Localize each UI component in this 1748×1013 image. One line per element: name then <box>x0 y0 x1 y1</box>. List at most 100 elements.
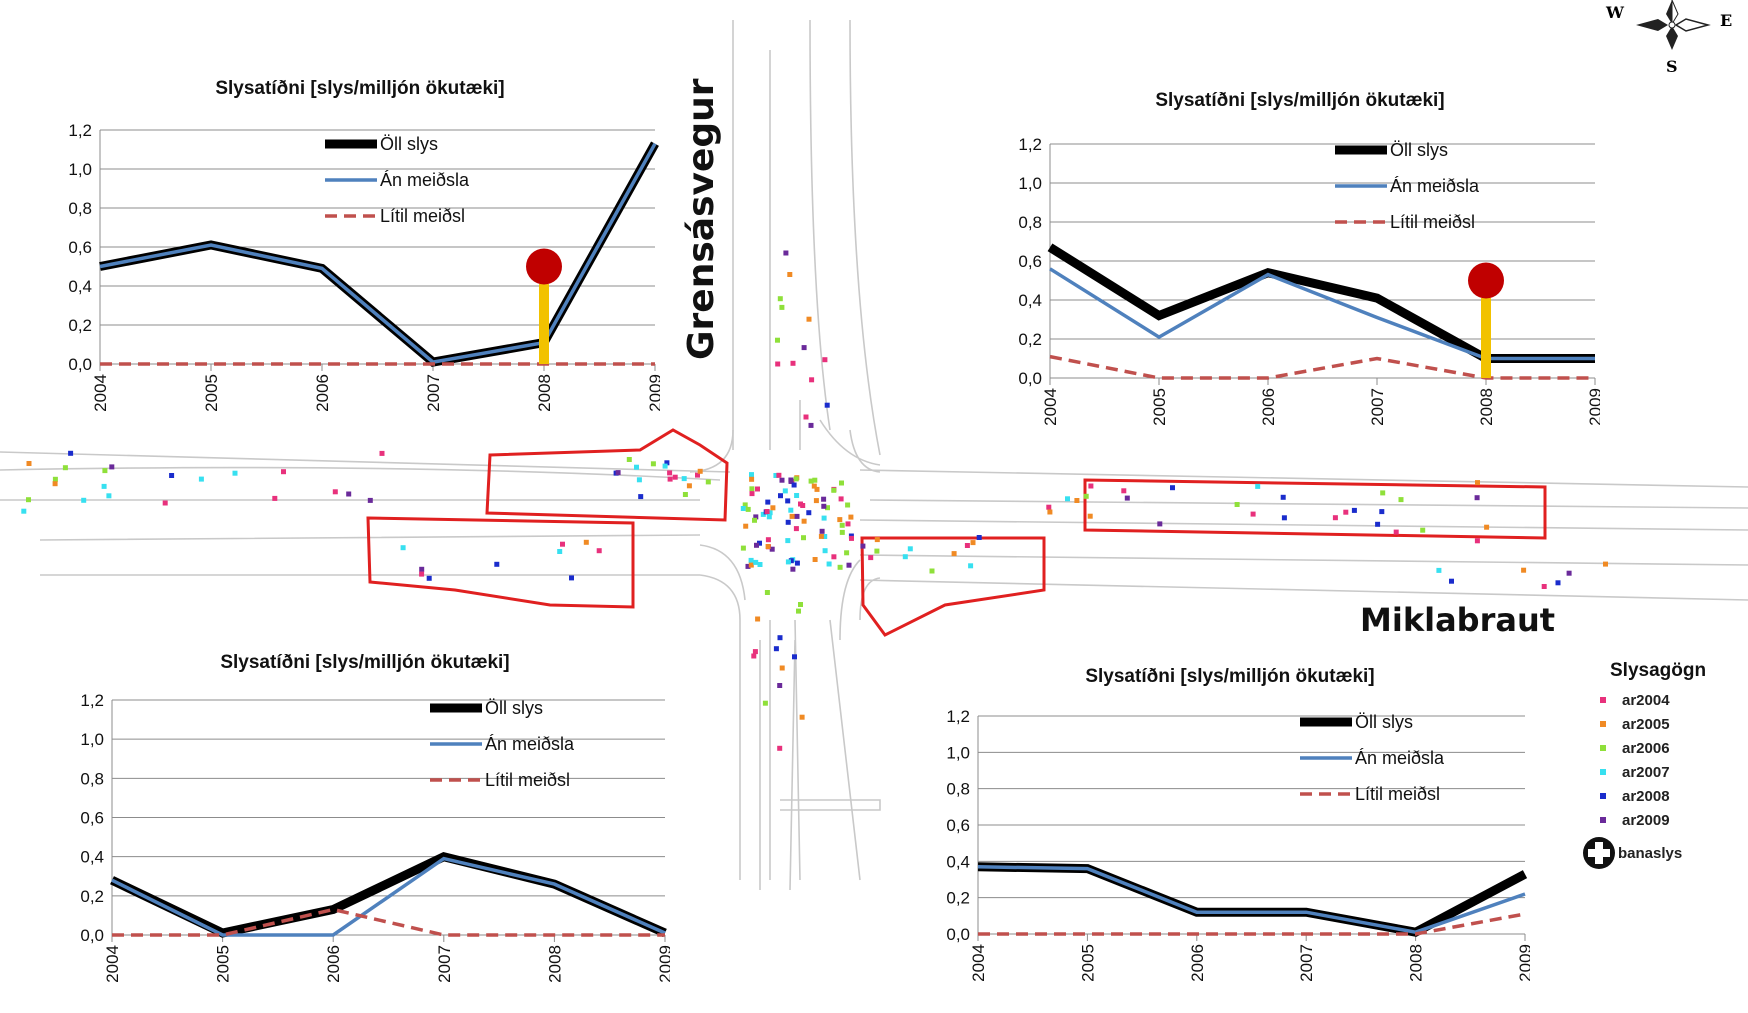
accident-dot <box>783 250 789 256</box>
accident-dot <box>1449 578 1454 584</box>
y-tick-label: 1,2 <box>68 121 92 140</box>
accident-dot <box>686 483 692 489</box>
x-tick-label: 2006 <box>1259 388 1278 426</box>
accident-dot <box>790 360 796 366</box>
accident-dot <box>767 510 773 516</box>
accident-dot <box>26 497 31 503</box>
accident-dot <box>845 502 851 508</box>
accident-dot <box>826 561 832 567</box>
accident-dot <box>806 316 812 322</box>
accident-dot <box>976 535 982 540</box>
legend-series-label: Öll slys <box>485 698 543 718</box>
accident-dot <box>818 533 824 539</box>
y-tick-label: 0,8 <box>68 199 92 218</box>
accident-dot <box>849 535 854 541</box>
legend-label: ar2005 <box>1622 715 1670 733</box>
legend-swatch <box>1600 769 1606 775</box>
accident-dot <box>951 551 957 557</box>
accident-dot <box>764 509 770 514</box>
accident-dot <box>81 497 87 503</box>
accident-dot <box>740 506 746 511</box>
accident-dot <box>838 496 844 502</box>
accident-dot <box>831 554 837 560</box>
accident-dot <box>839 522 845 528</box>
accident-dot <box>1121 488 1127 494</box>
accident-dot <box>782 488 788 494</box>
accident-dot <box>794 493 800 498</box>
accident-dot <box>740 545 746 551</box>
accident-dot <box>1087 513 1093 519</box>
grensasvegur-label: Grensásvegur <box>681 78 722 360</box>
y-tick-label: 0,8 <box>946 780 970 799</box>
series-line-litil-meidsl <box>1049 354 1595 380</box>
accident-dot <box>812 477 818 483</box>
hotspot-areas <box>366 428 1547 637</box>
accident-dot <box>770 505 776 511</box>
legend-series-label: Án meiðsla <box>485 734 575 754</box>
accident-dot <box>1281 515 1287 521</box>
accident-dot <box>837 517 843 523</box>
accident-dot <box>825 505 830 511</box>
series-line-an-meidsla <box>977 865 1526 935</box>
x-tick-label: 2004 <box>103 945 122 983</box>
accident-dot <box>26 461 32 466</box>
accident-dot <box>799 714 805 720</box>
chart-southeast: Slysatíðni [slys/milljón ökutæki] 0,0 0,2 0… <box>946 666 1530 982</box>
x-tick-label: 2009 <box>1586 388 1600 426</box>
accident-dot <box>682 492 688 497</box>
accident-dot <box>1474 538 1480 544</box>
accident-dot <box>773 473 779 478</box>
accident-dot <box>822 357 828 363</box>
x-tick-label: 2005 <box>202 374 221 412</box>
accident-dot <box>765 544 771 549</box>
accident-dot <box>1393 529 1399 535</box>
accident-dot <box>789 513 795 519</box>
accident-dot <box>332 489 338 495</box>
accident-dot <box>785 559 791 565</box>
x-tick-label: 2006 <box>324 945 343 983</box>
accident-dot <box>775 361 781 367</box>
x-tick-label: 2008 <box>545 945 564 983</box>
accident-dot <box>822 548 828 554</box>
accident-dot <box>1255 483 1261 489</box>
accident-dot <box>777 745 783 751</box>
accident-dot <box>757 540 762 546</box>
accident-dot <box>162 500 168 506</box>
legend-series-label: Lítil meiðsl <box>1355 784 1440 804</box>
accident-dot <box>874 537 880 543</box>
accident-dot <box>419 571 425 577</box>
accident-dot <box>557 549 563 554</box>
accident-dot <box>831 487 837 493</box>
accident-dot <box>751 653 757 659</box>
accident-dot <box>1065 496 1070 502</box>
accident-dot <box>1555 580 1561 586</box>
x-tick-label: 2004 <box>1041 388 1060 426</box>
y-tick-label: 0,0 <box>80 926 104 945</box>
series-line-an-meidsla <box>1049 267 1595 361</box>
chart-northeast: Slysatíðni [slys/milljón ökutæki] 0,0 0,2 0… <box>1018 90 1600 426</box>
x-tick-label: 2007 <box>1297 944 1316 982</box>
accident-dot <box>1074 498 1080 503</box>
accident-dot <box>749 486 755 492</box>
compass-east-label: E <box>1720 11 1732 30</box>
accident-dot <box>839 480 844 486</box>
accident-dot <box>778 493 783 499</box>
accident-dot <box>902 554 908 560</box>
accident-dot <box>964 543 970 548</box>
accident-dot <box>753 559 759 565</box>
x-tick-label: 2005 <box>214 945 233 983</box>
accident-dot <box>765 499 771 505</box>
x-tick-label: 2007 <box>435 945 454 983</box>
accident-dot <box>798 602 803 607</box>
accident-dot <box>745 506 751 512</box>
accident-dot <box>779 304 785 310</box>
legend-label: ar2007 <box>1622 763 1670 781</box>
y-tick-label: 0,4 <box>946 852 970 871</box>
y-tick-label: 1,0 <box>1018 174 1042 193</box>
y-tick-label: 0,4 <box>1018 291 1042 310</box>
accident-dot <box>766 514 772 520</box>
miklabraut-label: Miklabraut <box>1360 601 1555 639</box>
accident-dot <box>494 561 500 567</box>
accident-dot <box>822 534 828 539</box>
y-tick-label: 0,6 <box>946 816 970 835</box>
